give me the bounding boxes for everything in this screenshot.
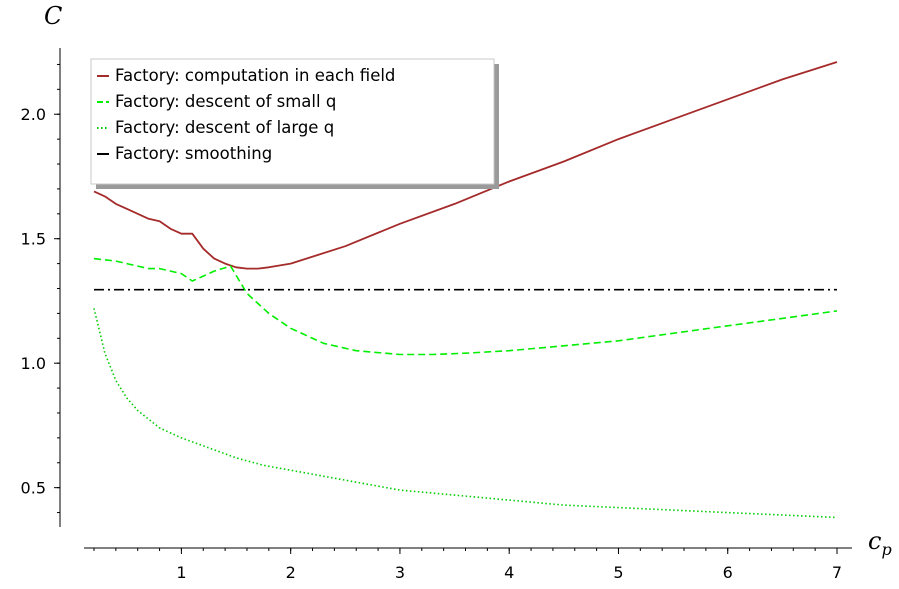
legend: Factory: computation in each field Factor… <box>90 58 499 189</box>
series-line-3 <box>93 308 838 519</box>
x-axis-label: cp <box>868 527 892 559</box>
y-axis-label: C <box>44 2 62 30</box>
x-tick-label: 6 <box>723 563 733 582</box>
legend-box <box>90 58 495 185</box>
legend-label-2: Factory: descent of small q <box>115 92 336 111</box>
y-tick-label: 2.0 <box>21 105 46 124</box>
series-group <box>93 61 838 519</box>
series-line-2 <box>93 257 838 356</box>
x-tick-label: 7 <box>832 563 842 582</box>
legend-label-1: Factory: computation in each field <box>115 66 395 85</box>
legend-label-4: Factory: smoothing <box>115 144 272 163</box>
x-tick-label: 5 <box>613 563 623 582</box>
x-tick-label: 3 <box>395 563 405 582</box>
y-tick-label: 0.5 <box>21 479 46 498</box>
axes: 1 2 3 4 5 6 7 0.5 1.0 1.5 2.0 Ccp <box>21 2 892 582</box>
y-tick-label: 1.0 <box>21 354 46 373</box>
x-tick-label: 2 <box>286 563 296 582</box>
y-tick-label: 1.5 <box>21 230 46 249</box>
series-line-1 <box>93 61 838 270</box>
x-tick-label: 4 <box>504 563 514 582</box>
legend-label-3: Factory: descent of large q <box>115 118 334 137</box>
x-tick-label: 1 <box>176 563 186 582</box>
